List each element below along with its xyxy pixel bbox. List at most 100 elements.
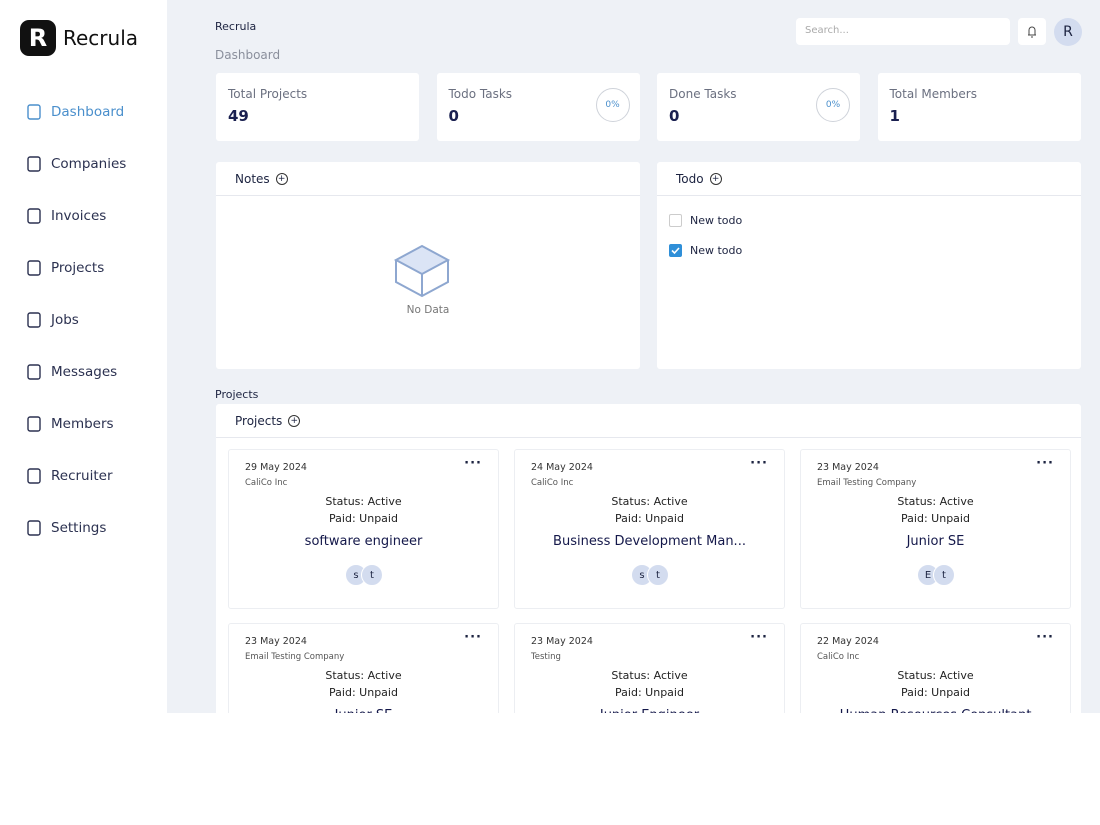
project-title: Junior SE <box>906 534 965 549</box>
project-paid: Paid: Unpaid <box>329 686 398 699</box>
check-mark <box>671 247 680 255</box>
project-card[interactable]: 24 May 2024 CaliCo Inc ··· Status: Active Pa… <box>514 449 785 609</box>
project-card[interactable]: 23 May 2024 Email Testing Company ··· Statu… <box>800 449 1071 609</box>
notes-title: Notes <box>235 171 270 186</box>
stat-value: 0 <box>669 107 680 125</box>
progress-ring: 0% <box>816 88 850 122</box>
more-menu[interactable]: ··· <box>1036 630 1054 645</box>
nav-item[interactable]: Projects <box>25 259 104 277</box>
search-placeholder: Search... <box>805 25 849 36</box>
more-menu[interactable]: ··· <box>750 456 768 471</box>
stat-card: Done Tasks 0 0% <box>657 73 860 141</box>
brand: Recrula <box>63 26 139 50</box>
stat-label: Total Projects <box>228 87 308 101</box>
project-card[interactable]: 22 May 2024 CaliCo Inc ··· Status: Active Pa… <box>800 623 1071 713</box>
bell-icon <box>1028 26 1036 38</box>
project-date: 24 May 2024 <box>531 462 593 473</box>
project-date: 23 May 2024 <box>531 636 593 647</box>
nav-item[interactable]: Recruiter <box>25 467 113 485</box>
project-company: Email Testing Company <box>817 478 917 488</box>
sidebar: R Recrula Dashboard Companies Invoices Proj… <box>0 0 167 713</box>
nav-item[interactable]: Companies <box>25 155 126 173</box>
logo: R <box>20 20 56 56</box>
nav-icon <box>27 104 41 120</box>
stat-label: Total Members <box>889 87 977 101</box>
nav-icon <box>27 156 41 172</box>
notes-panel: Notes + No Data <box>216 162 640 369</box>
nav-item[interactable]: Messages <box>25 363 117 381</box>
project-company: Testing <box>531 652 561 662</box>
project-status: Status: Active <box>611 495 688 508</box>
nav-label: Jobs <box>51 312 79 328</box>
project-paid: Paid: Unpaid <box>901 512 970 525</box>
project-paid: Paid: Unpaid <box>901 686 970 699</box>
nav-icon <box>27 312 41 328</box>
project-company: Email Testing Company <box>245 652 345 662</box>
nav-label: Dashboard <box>51 104 125 120</box>
project-paid: Paid: Unpaid <box>615 512 684 525</box>
nav-item[interactable]: Dashboard <box>25 103 124 121</box>
checkbox[interactable] <box>669 244 682 257</box>
project-title: Human Resources Consultant <box>801 708 1070 713</box>
project-status: Status: Active <box>611 669 688 682</box>
add-project[interactable]: + <box>288 414 301 427</box>
stat-card: Todo Tasks 0 0% <box>436 73 640 141</box>
todo-text: New todo <box>690 244 743 257</box>
project-status: Status: Active <box>325 495 402 508</box>
page-title: Dashboard <box>215 48 281 62</box>
nav-label: Projects <box>51 260 105 276</box>
more-menu[interactable]: ··· <box>750 630 768 645</box>
project-title: Business Development Man... <box>553 534 746 549</box>
add-todo[interactable]: + <box>709 172 722 185</box>
project-paid: Paid: Unpaid <box>329 512 398 525</box>
projects-title: Projects <box>235 413 283 428</box>
nav-icon <box>27 468 41 484</box>
stat-card: Total Members 1 <box>877 73 1081 141</box>
todo-header: Todo + <box>657 162 1081 196</box>
todo-item[interactable]: New todo <box>669 214 742 227</box>
more-menu[interactable]: ··· <box>464 456 482 471</box>
progress-ring: 0% <box>595 88 630 122</box>
more-menu[interactable]: ··· <box>1036 456 1054 471</box>
nav-item[interactable]: Invoices <box>25 207 106 225</box>
project-card[interactable]: 29 May 2024 CaliCo Inc ··· Status: Active Pa… <box>228 449 499 609</box>
more-menu[interactable]: ··· <box>464 630 482 645</box>
project-card[interactable]: 23 May 2024 Testing ··· Status: Active Paid:… <box>514 623 785 713</box>
stat-value: 0 <box>448 107 459 125</box>
projects-panel: Projects + 29 May 2024 CaliCo Inc ··· Status… <box>216 404 1081 713</box>
member-avatar: t <box>361 564 383 586</box>
todo-item[interactable]: New todo <box>669 244 742 257</box>
nav-label: Companies <box>51 156 127 172</box>
project-title: Junior SE <box>229 708 498 713</box>
project-title: Junior Engineer <box>515 708 784 713</box>
nav-item[interactable]: Jobs <box>25 311 79 329</box>
main: Recrula Dashboard Search... R Notes + No … <box>167 0 1100 713</box>
stat-label: Done Tasks <box>669 87 737 101</box>
bell-button[interactable] <box>1018 18 1046 45</box>
project-date: 29 May 2024 <box>245 462 307 473</box>
nav-label: Settings <box>51 520 107 536</box>
project-date: 22 May 2024 <box>817 636 879 647</box>
avatar[interactable]: R <box>1054 18 1082 46</box>
nav-item[interactable]: Settings <box>25 519 106 537</box>
stat-card: Total Projects 49 <box>216 73 419 141</box>
nav-icon <box>27 520 41 536</box>
checkbox[interactable] <box>669 214 682 227</box>
empty-icon <box>393 244 451 298</box>
nav-item[interactable]: Members <box>25 415 114 433</box>
project-date: 23 May 2024 <box>817 462 879 473</box>
project-card[interactable]: 23 May 2024 Email Testing Company ··· Statu… <box>228 623 499 713</box>
todo-title: Todo <box>676 171 704 186</box>
search-box[interactable]: Search... <box>796 18 1010 45</box>
project-status: Status: Active <box>897 495 974 508</box>
member-avatar: t <box>647 564 669 586</box>
projects-section-label: Projects <box>215 388 259 401</box>
project-company: CaliCo Inc <box>531 478 574 488</box>
add-note[interactable]: + <box>275 172 288 185</box>
nav-icon <box>27 416 41 432</box>
nav-label: Invoices <box>51 208 107 224</box>
project-status: Status: Active <box>325 669 402 682</box>
nav-label: Members <box>51 416 114 432</box>
nav-label: Recruiter <box>51 468 113 484</box>
